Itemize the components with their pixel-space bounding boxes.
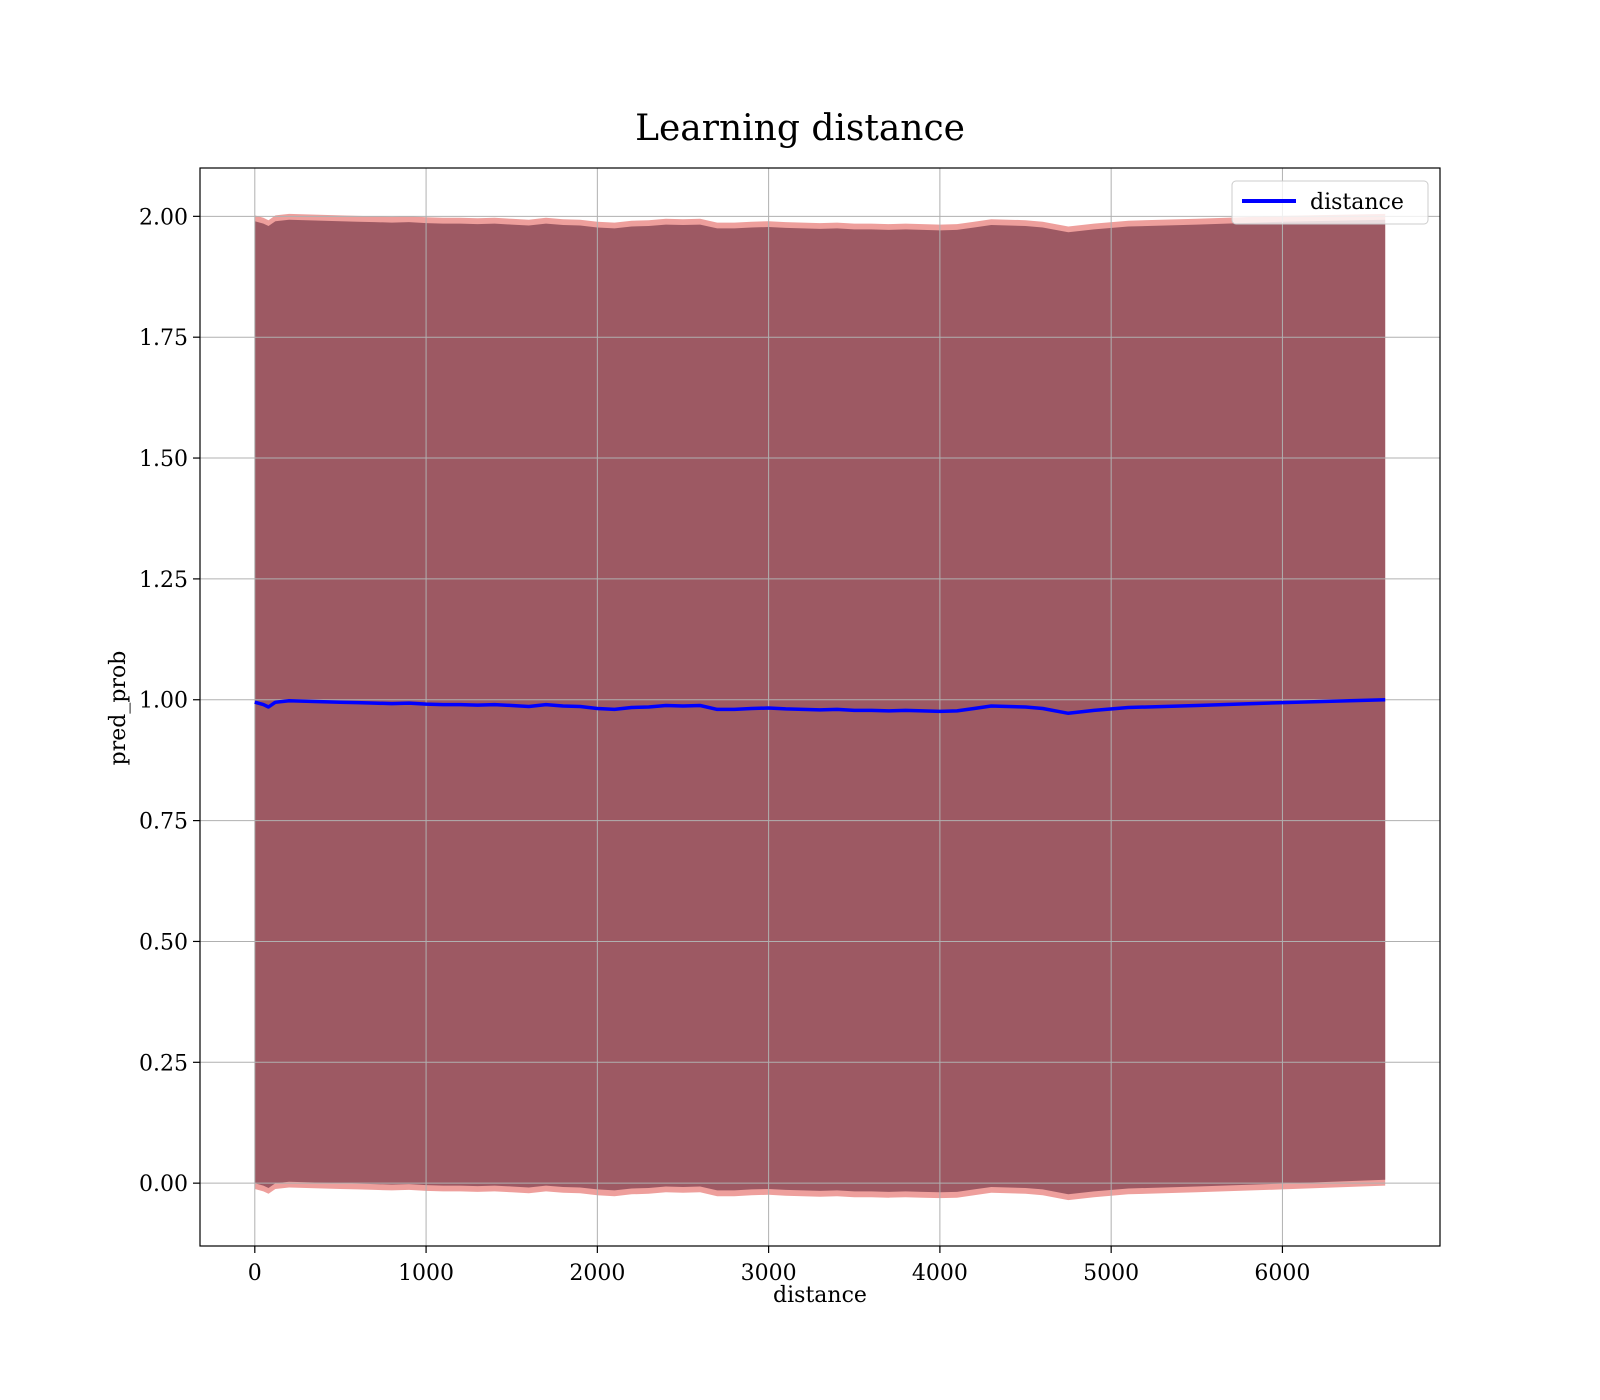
x-tick-label: 1000 [398,1261,454,1286]
y-tick-label: 0.25 [139,1051,188,1076]
y-tick-label: 1.00 [139,689,188,714]
x-tick-label: 5000 [1083,1261,1139,1286]
y-axis: 0.00 0.25 0.50 0.75 1.00 1.25 1.50 1.75 2.00 [139,205,200,1197]
x-tick-label: 2000 [569,1261,625,1286]
y-tick-label: 2.00 [139,205,188,230]
chart-title: Learning distance [635,108,965,149]
x-tick-label: 3000 [741,1261,797,1286]
y-tick-label: 1.25 [139,568,188,593]
y-tick-label: 0.75 [139,810,188,835]
x-tick-label: 6000 [1254,1261,1310,1286]
y-tick-label: 1.50 [139,447,188,472]
y-tick-label: 1.75 [139,326,188,351]
x-tick-label: 0 [248,1261,262,1286]
legend-label-distance: distance [1310,190,1404,215]
legend: distance [1231,180,1429,225]
band-inner [254,219,1386,1195]
x-tick-label: 4000 [912,1261,968,1286]
x-axis: 0 1000 2000 3000 4000 5000 6000 [248,1246,1310,1286]
confidence-band [254,213,1386,1201]
series-lines [254,697,1386,716]
x-axis-title: distance [773,1283,867,1308]
plot-area [199,167,1441,1247]
legend-box [1231,180,1429,225]
plot-frame [199,167,1441,1247]
y-tick-label: 0.50 [139,930,188,955]
y-tick-label: 0.00 [139,1172,188,1197]
series-line-distance [254,697,1386,716]
y-axis-title: pred_prob [106,651,131,766]
